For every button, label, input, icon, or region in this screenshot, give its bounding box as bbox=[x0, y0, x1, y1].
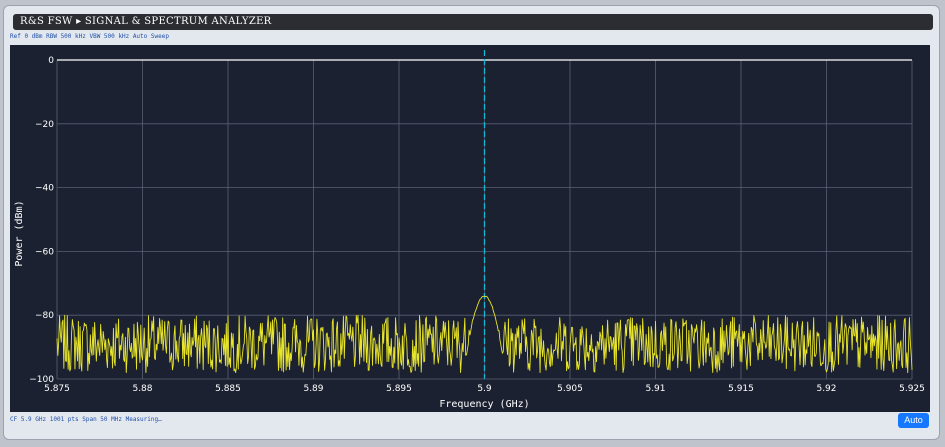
x-tick-label: 5.9 bbox=[477, 384, 492, 394]
x-tick-label: 5.905 bbox=[557, 384, 583, 394]
x-tick-label: 5.92 bbox=[816, 384, 836, 394]
y-tick-label: −40 bbox=[35, 184, 54, 194]
x-tick-label: 5.885 bbox=[215, 384, 241, 394]
x-tick-label: 5.925 bbox=[899, 384, 925, 394]
y-axis-title: Power (dBm) bbox=[14, 200, 25, 266]
y-tick-label: 0 bbox=[48, 56, 54, 66]
status-line: CF 5.9 GHz 1001 pts Span 50 MHz Measurin… bbox=[10, 416, 162, 423]
measurement-settings: Ref 0 dBm RBW 500 kHz VBW 500 kHz Auto S… bbox=[10, 33, 169, 40]
x-axis-title: Frequency (GHz) bbox=[439, 399, 529, 410]
x-tick-label: 5.875 bbox=[44, 384, 70, 394]
window-title: R&S FSW ▸ SIGNAL & SPECTRUM ANALYZER bbox=[13, 14, 933, 30]
x-tick-label: 5.915 bbox=[728, 384, 754, 394]
x-tick-label: 5.91 bbox=[645, 384, 665, 394]
x-tick-label: 5.88 bbox=[132, 384, 152, 394]
x-tick-label: 5.89 bbox=[303, 384, 323, 394]
spectrum-plot: 5.875 5.88 5.885 5.89 5.895 5.9 5.905 5.91 5.915… bbox=[10, 45, 930, 412]
y-tick-label: −60 bbox=[35, 247, 54, 257]
y-tick-label: −100 bbox=[29, 375, 54, 385]
y-tick-label: −20 bbox=[35, 120, 54, 130]
spectrum-chart: 5.875 5.88 5.885 5.89 5.895 5.9 5.905 5.91 5.915… bbox=[14, 50, 925, 410]
y-tick-label: −80 bbox=[35, 311, 54, 321]
x-tick-label: 5.895 bbox=[386, 384, 412, 394]
auto-button[interactable]: Auto bbox=[898, 413, 929, 428]
spectrum-trace bbox=[56, 295, 913, 374]
